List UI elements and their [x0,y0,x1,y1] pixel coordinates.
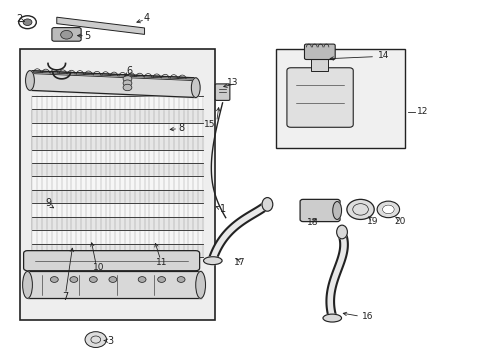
FancyBboxPatch shape [304,44,334,59]
FancyBboxPatch shape [23,251,199,271]
Ellipse shape [323,314,341,322]
Ellipse shape [191,78,200,98]
Ellipse shape [262,198,272,211]
Text: 13: 13 [226,78,238,87]
Text: 16: 16 [361,312,372,321]
Text: 14: 14 [377,51,388,60]
Circle shape [158,276,165,282]
Bar [20,49,215,320]
FancyBboxPatch shape [300,199,339,222]
Text: 19: 19 [366,217,377,226]
Circle shape [177,276,184,282]
Circle shape [23,19,32,26]
Ellipse shape [332,202,341,220]
Ellipse shape [195,271,205,298]
Circle shape [382,205,393,214]
Text: 11: 11 [156,258,167,267]
Text: 2: 2 [16,14,22,24]
Ellipse shape [25,71,34,90]
Circle shape [50,276,58,282]
Ellipse shape [203,257,222,265]
Text: 5: 5 [84,31,90,41]
Ellipse shape [22,271,32,298]
Circle shape [85,332,106,347]
Text: 4: 4 [143,13,150,23]
Circle shape [109,276,117,282]
Text: 18: 18 [306,218,318,227]
FancyBboxPatch shape [286,68,352,127]
Circle shape [70,276,78,282]
Circle shape [123,80,132,86]
Text: 12: 12 [416,107,427,116]
Circle shape [138,276,146,282]
Ellipse shape [336,225,346,239]
Text: 3: 3 [107,336,113,346]
Text: 1: 1 [219,204,225,214]
Text: 10: 10 [92,264,104,273]
Text: 17: 17 [233,258,245,267]
Circle shape [376,201,399,218]
Circle shape [61,31,72,39]
Circle shape [123,76,132,82]
FancyBboxPatch shape [215,84,229,100]
Text: 20: 20 [393,217,405,226]
Circle shape [346,199,373,220]
Polygon shape [57,17,144,35]
Text: 7: 7 [62,292,68,302]
FancyBboxPatch shape [52,28,81,41]
Text: 15: 15 [203,120,215,129]
Text: 9: 9 [45,198,51,208]
Text: 8: 8 [178,123,184,133]
Circle shape [89,276,97,282]
Bar [276,49,405,148]
Text: 6: 6 [126,66,133,76]
Circle shape [123,84,132,91]
Bar [311,56,328,71]
